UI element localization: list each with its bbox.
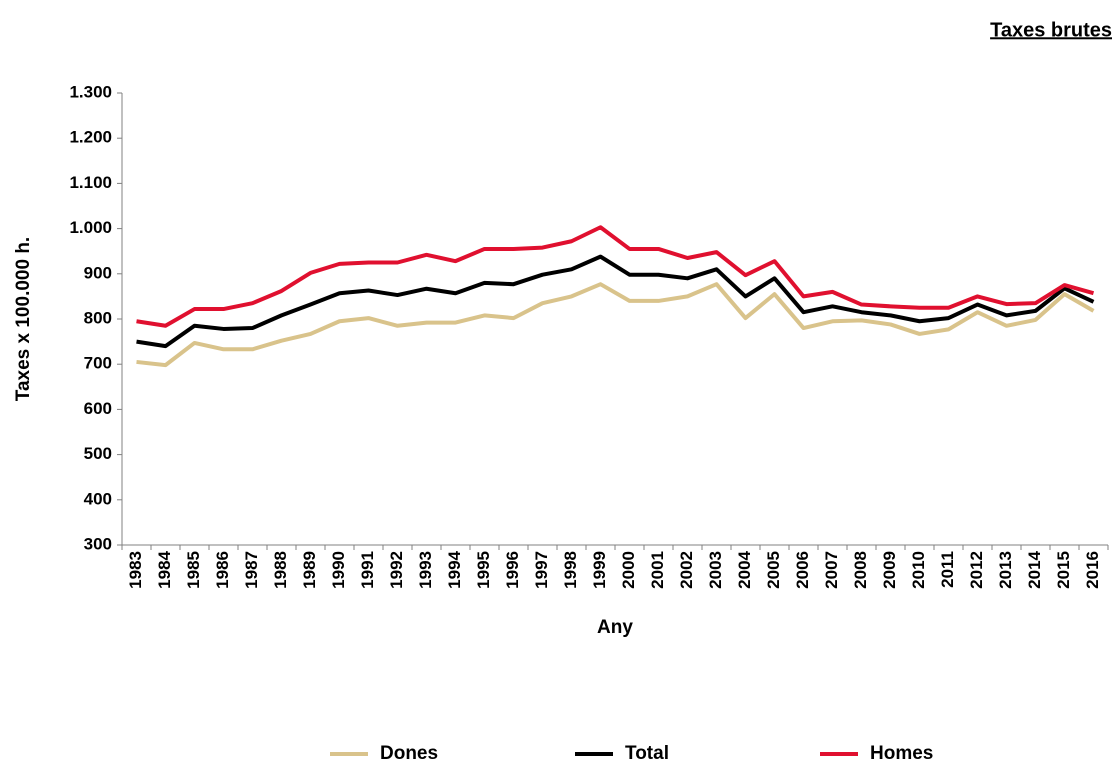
x-tick-label: 2015 [1054,551,1073,589]
x-tick-label: 1996 [503,551,522,589]
x-tick-label: 1992 [387,551,406,589]
x-tick-label: 2001 [648,551,667,589]
x-tick-label: 1990 [329,551,348,589]
y-tick-label: 1.000 [69,218,112,237]
y-tick-label: 400 [84,489,112,508]
chart-title: Taxes brutes [990,19,1112,41]
data-line [136,254,1095,349]
y-tick-label: 300 [84,534,112,553]
x-tick-label: 2004 [735,550,754,588]
x-tick-label: 1991 [358,551,377,589]
x-tick-label: 2014 [1025,550,1044,588]
x-tick-label: 1994 [445,550,464,588]
y-tick-label: 800 [84,308,112,327]
x-tick-label: 1987 [242,551,261,589]
legend-label: Homes [870,743,933,764]
x-tick-label: 2008 [851,551,870,589]
x-tick-label: 2011 [938,551,957,588]
y-tick-label: 1.100 [69,173,112,192]
x-tick-label: 1988 [271,551,290,589]
x-tick-label: 1983 [126,551,145,589]
x-tick-label: 2016 [1083,551,1102,589]
x-tick-label: 2007 [822,551,841,589]
y-tick-label: 1.200 [69,128,112,147]
y-tick-label: 500 [84,444,112,463]
x-tick-label: 2012 [967,551,986,589]
x-tick-label: 1995 [474,551,493,589]
x-tick-label: 2005 [764,551,783,589]
x-tick-label: 2009 [880,551,899,589]
x-tick-label: 2013 [996,551,1015,589]
x-tick-label: 1999 [590,551,609,589]
x-tick-label: 2000 [619,551,638,589]
data-line [136,225,1095,328]
data-line [136,282,1095,368]
y-tick-label: 700 [84,354,112,373]
x-tick-label: 2006 [793,551,812,589]
legend-label: Dones [380,743,438,764]
x-tick-label: 2002 [677,551,696,589]
x-tick-label: 1984 [155,550,174,588]
y-tick-label: 1.300 [69,82,112,101]
x-tick-label: 1997 [532,551,551,589]
x-tick-label: 1989 [300,551,319,589]
y-tick-label: 600 [84,399,112,418]
x-tick-label: 1993 [416,551,435,589]
x-tick-label: 1986 [213,551,232,589]
y-axis-label: Taxes x 100.000 h. [13,237,34,401]
x-tick-label: 2003 [706,551,725,589]
x-tick-label: 1998 [561,551,580,589]
x-tick-label: 1985 [184,551,203,589]
x-axis-label: Any [597,617,633,638]
y-tick-label: 900 [84,263,112,282]
x-tick-label: 2010 [909,551,928,589]
legend-label: Total [625,743,669,764]
